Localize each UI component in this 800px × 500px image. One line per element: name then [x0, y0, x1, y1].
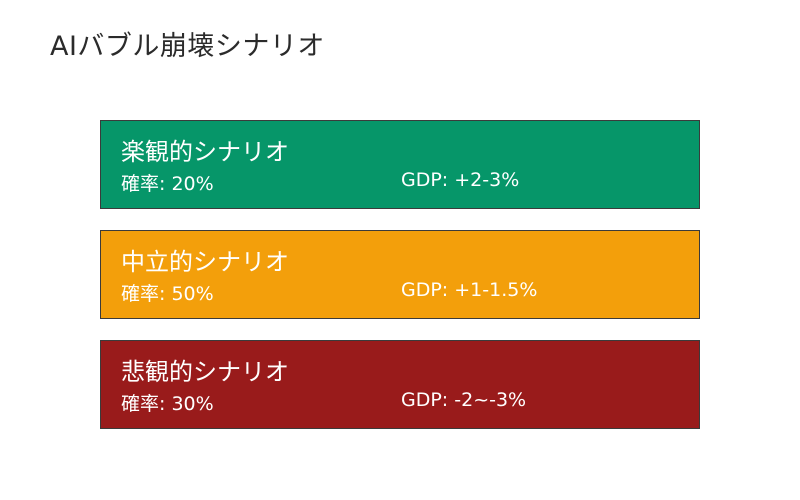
scenario-name: 悲観的シナリオ	[121, 358, 289, 386]
scenario-card-neutral: 中立的シナリオ 確率: 50% GDP: +1-1.5%	[100, 230, 700, 319]
page-title: AIバブル崩壊シナリオ	[50, 31, 325, 62]
scenario-gdp: GDP: -2~-3%	[401, 389, 527, 411]
scenario-name: 中立的シナリオ	[121, 248, 289, 276]
scenario-gdp: GDP: +2-3%	[401, 169, 520, 191]
scenario-probability: 確率: 30%	[121, 393, 214, 415]
scenario-name: 楽観的シナリオ	[121, 138, 289, 166]
scenario-gdp: GDP: +1-1.5%	[401, 279, 538, 301]
scenario-card-pessimistic: 悲観的シナリオ 確率: 30% GDP: -2~-3%	[100, 340, 700, 429]
scenario-probability: 確率: 20%	[121, 173, 214, 195]
scenario-card-optimistic: 楽観的シナリオ 確率: 20% GDP: +2-3%	[100, 120, 700, 209]
scenario-probability: 確率: 50%	[121, 283, 214, 305]
